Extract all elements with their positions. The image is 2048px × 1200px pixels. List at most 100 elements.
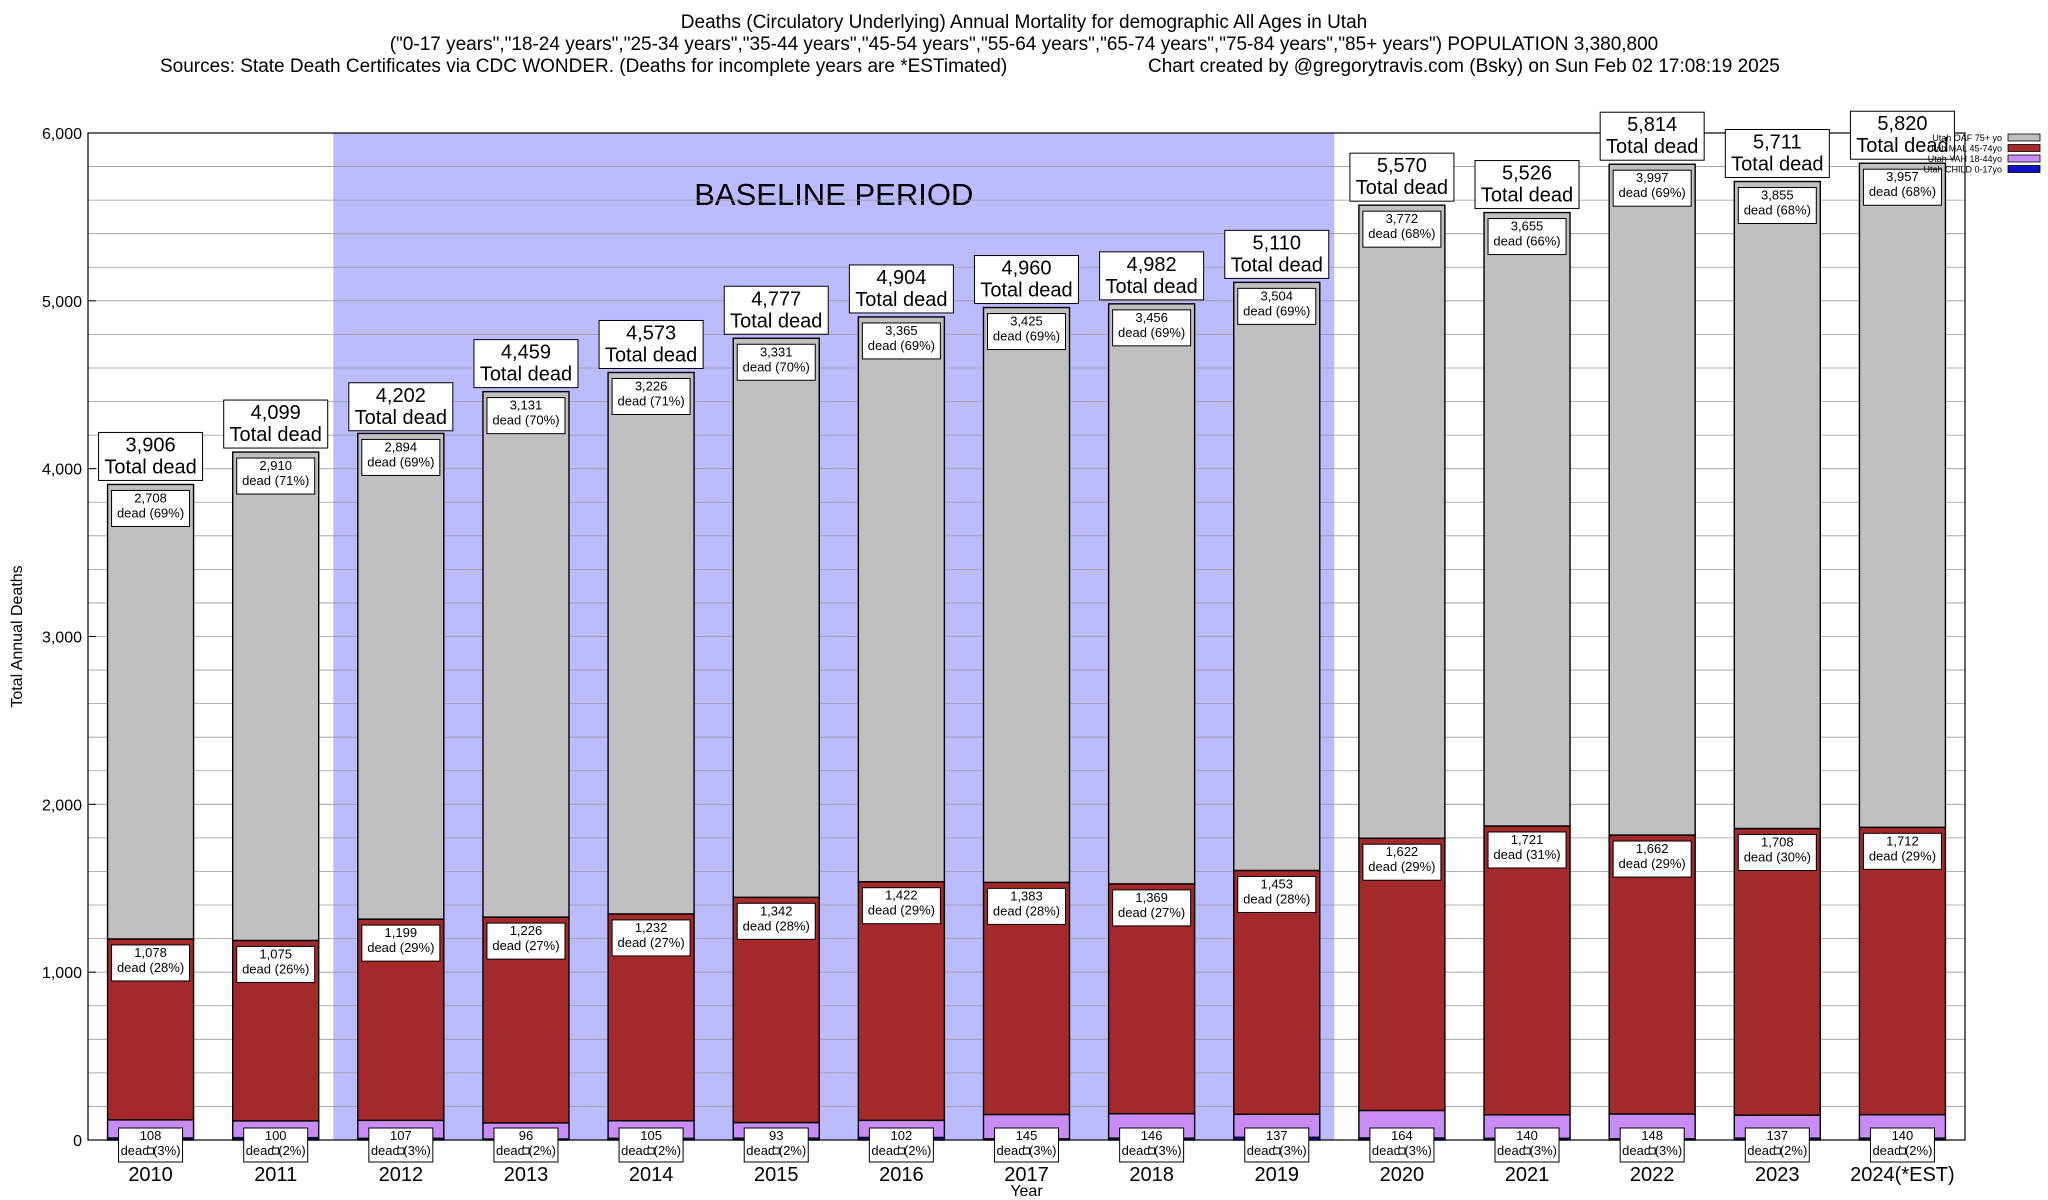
segment-label-oaf-text: dead (71%): [242, 473, 309, 488]
segment-label-mal-text: dead (26%): [242, 961, 309, 976]
segment-label-mal-text: 1,199: [385, 925, 418, 940]
segment-label-mal-text: dead (27%): [492, 938, 559, 953]
chart-sources-line: Sources: State Death Certificates via CD…: [0, 56, 2048, 78]
x-tick-label: 2016: [879, 1164, 924, 1186]
segment-label-oaf-box: [111, 489, 191, 527]
segment-label-oaf-text: dead (69%): [117, 505, 184, 520]
segment-label-mal-text: dead (29%): [1368, 859, 1435, 874]
baseline-period-label: BASELINE PERIOD: [694, 177, 973, 212]
segment-label-mal-text: dead (29%): [868, 903, 935, 918]
segment-label-oaf-box: [236, 457, 316, 495]
bar-segment-oaf: [607, 371, 695, 915]
bar-segment-mal: [1483, 825, 1571, 1116]
segment-label-mal-box: [1737, 834, 1817, 872]
segment-label-mal-text: 1,226: [510, 923, 543, 938]
x-tick-label: 2020: [1380, 1164, 1425, 1186]
segment-label-oaf-text: 3,855: [1761, 188, 1794, 203]
segment-label-oaf-text: 3,957: [1886, 169, 1919, 184]
total-label-text: Total dead: [230, 424, 322, 446]
segment-label-mal-box: [361, 924, 441, 962]
total-label-box: [98, 431, 204, 481]
bar-segment-mal: [1358, 837, 1446, 1112]
total-label-text: Total dead: [480, 364, 572, 386]
segment-label-mal-text: 1,422: [885, 888, 918, 903]
segment-label-mal-text: 1,342: [760, 903, 793, 918]
segment-label-yah-text: 107: [390, 1128, 412, 1143]
segment-label-oaf-text: 3,772: [1386, 211, 1419, 226]
total-label-text: Total dead: [730, 310, 822, 332]
y-tick-label: 2,000: [42, 797, 82, 814]
segment-marker-child: [1023, 1147, 1030, 1155]
segment-label-mal-box: [1612, 840, 1692, 878]
segment-marker-child: [397, 1147, 405, 1155]
total-label-text: Total dead: [980, 280, 1072, 302]
segment-label-mal-text: 1,078: [134, 945, 167, 960]
segment-label-oaf-text: 3,456: [1135, 310, 1168, 325]
segment-label-oaf-box: [361, 438, 441, 476]
segment-label-mal-text: 1,662: [1636, 841, 1669, 856]
total-label-text: 4,982: [1127, 254, 1177, 276]
segment-marker-child: [1523, 1147, 1531, 1155]
segment-label-oaf-text: 3,504: [1260, 288, 1293, 303]
legend-swatch-yah: [2007, 154, 2041, 163]
legend-label: Utah CHILD 0-17yo: [1923, 165, 2002, 175]
segment-label-oaf-box: [1737, 187, 1817, 225]
segment-label-oaf-box: [611, 377, 691, 415]
total-label-text: Total dead: [1105, 276, 1197, 298]
segment-label-mal-text: dead (27%): [617, 935, 684, 950]
segment-marker-child: [1773, 1147, 1781, 1155]
bar-segment-mal: [1858, 826, 1947, 1116]
segment-label-yah-text: 100: [265, 1128, 287, 1143]
segment-label-yah-box: [368, 1127, 434, 1163]
segment-label-oaf-text: 3,655: [1511, 219, 1544, 234]
segment-label-mal-box: [111, 944, 191, 982]
segment-label-mal-box: [861, 887, 941, 925]
segment-label-oaf-box: [987, 313, 1066, 351]
segment-label-oaf-text: dead (68%): [1744, 203, 1811, 218]
segment-label-yah-text: 146: [1141, 1128, 1163, 1143]
x-axis-label: Year: [1010, 1183, 1043, 1200]
y-tick-label: 6,000: [42, 126, 82, 143]
segment-marker-child: [1398, 1147, 1406, 1155]
segment-label-yah-box: [1244, 1127, 1310, 1163]
segment-label-mal-box: [611, 919, 691, 957]
total-label-box: [848, 264, 954, 314]
segment-label-yah-box: [868, 1127, 934, 1163]
total-label-text: 5,711: [1753, 132, 1802, 154]
total-label-box: [974, 255, 1079, 305]
segment-label-mal-text: 1,075: [259, 946, 292, 961]
segment-label-mal-text: 1,721: [1511, 832, 1544, 847]
chart-header: Deaths (Circulatory Underlying) Annual M…: [0, 12, 2048, 78]
segment-label-yah-box: [493, 1127, 559, 1163]
total-label-text: Total dead: [1481, 185, 1573, 207]
x-tick-label: 2011: [254, 1164, 297, 1186]
x-tick-label: 2012: [379, 1164, 424, 1186]
segment-marker-child: [897, 1147, 905, 1155]
total-label-text: Total dead: [104, 456, 196, 478]
segment-label-yah-box: [1119, 1127, 1185, 1163]
segment-label-oaf-box: [736, 343, 816, 381]
segment-label-mal-text: 1,232: [635, 920, 668, 935]
bar-segment-oaf: [732, 337, 820, 899]
